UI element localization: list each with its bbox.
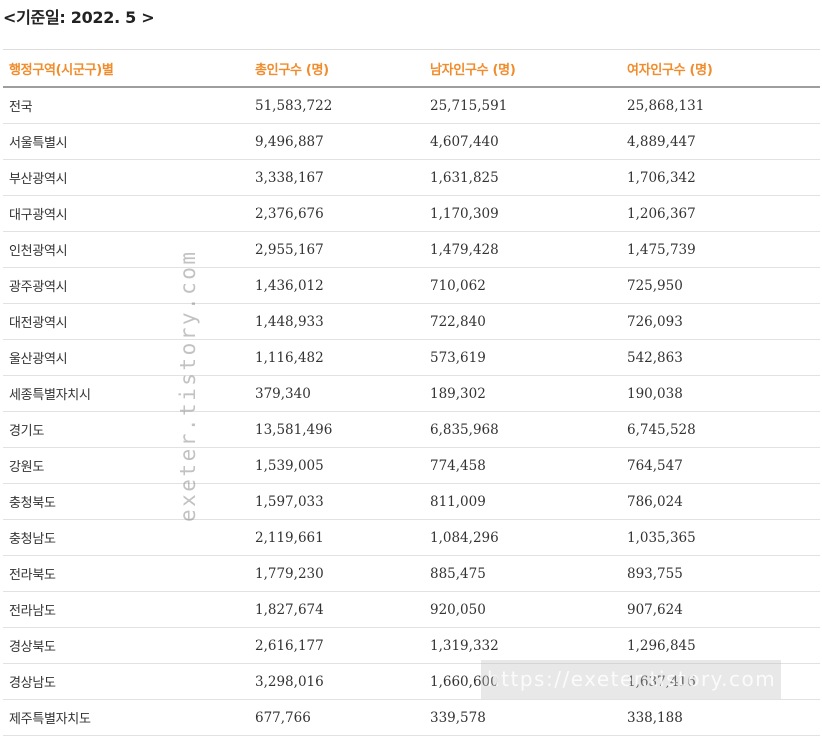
cell-male-population: 1,170,309 — [424, 195, 621, 232]
cell-region: 대구광역시 — [3, 195, 249, 232]
cell-female-population: 338,188 — [621, 699, 820, 736]
cell-female-population: 1,706,342 — [621, 159, 820, 196]
cell-total-population: 2,119,661 — [249, 519, 424, 556]
cell-male-population: 710,062 — [424, 267, 621, 304]
cell-female-population: 893,755 — [621, 555, 820, 592]
cell-total-population: 9,496,887 — [249, 123, 424, 160]
table-row: 경상남도 3,298,016 1,660,600 1,637,416 — [3, 663, 820, 700]
cell-region: 인천광역시 — [3, 231, 249, 268]
cell-region: 전라북도 — [3, 555, 249, 592]
cell-total-population: 379,340 — [249, 375, 424, 412]
cell-region: 광주광역시 — [3, 267, 249, 304]
cell-total-population: 2,376,676 — [249, 195, 424, 232]
table-body: 전국 51,583,722 25,715,591 25,868,131 서울특별시 9,4… — [3, 87, 820, 736]
cell-female-population: 190,038 — [621, 375, 820, 412]
cell-female-population: 1,035,365 — [621, 519, 820, 556]
cell-region: 경기도 — [3, 411, 249, 448]
cell-female-population: 1,206,367 — [621, 195, 820, 232]
cell-female-population: 726,093 — [621, 303, 820, 340]
table-row: 대구광역시 2,376,676 1,170,309 1,206,367 — [3, 195, 820, 232]
table-row: 광주광역시 1,436,012 710,062 725,950 — [3, 267, 820, 304]
header-row: 행정구역(시군구)별 총인구수 (명) 남자인구수 (명) 여자인구수 (명) — [3, 49, 820, 88]
table-row: 강원도 1,539,005 774,458 764,547 — [3, 447, 820, 484]
cell-female-population: 4,889,447 — [621, 123, 820, 160]
cell-female-population: 907,624 — [621, 591, 820, 628]
cell-female-population: 786,024 — [621, 483, 820, 520]
table-row: 대전광역시 1,448,933 722,840 726,093 — [3, 303, 820, 340]
cell-total-population: 1,539,005 — [249, 447, 424, 484]
cell-total-population: 1,436,012 — [249, 267, 424, 304]
cell-total-population: 51,583,722 — [249, 87, 424, 124]
table-row: 울산광역시 1,116,482 573,619 542,863 — [3, 339, 820, 376]
cell-male-population: 25,715,591 — [424, 87, 621, 124]
cell-total-population: 1,779,230 — [249, 555, 424, 592]
table-row: 전라북도 1,779,230 885,475 893,755 — [3, 555, 820, 592]
table-row: 인천광역시 2,955,167 1,479,428 1,475,739 — [3, 231, 820, 268]
cell-male-population: 1,319,332 — [424, 627, 621, 664]
cell-male-population: 573,619 — [424, 339, 621, 376]
cell-male-population: 1,479,428 — [424, 231, 621, 268]
cell-region: 충청북도 — [3, 483, 249, 520]
cell-male-population: 920,050 — [424, 591, 621, 628]
cell-male-population: 1,631,825 — [424, 159, 621, 196]
header-male-population: 남자인구수 (명) — [424, 49, 621, 88]
table-header: 행정구역(시군구)별 총인구수 (명) 남자인구수 (명) 여자인구수 (명) — [3, 49, 820, 88]
cell-total-population: 3,298,016 — [249, 663, 424, 700]
cell-total-population: 13,581,496 — [249, 411, 424, 448]
cell-female-population: 1,475,739 — [621, 231, 820, 268]
table-row: 전국 51,583,722 25,715,591 25,868,131 — [3, 87, 820, 124]
cell-region: 강원도 — [3, 447, 249, 484]
cell-male-population: 4,607,440 — [424, 123, 621, 160]
cell-male-population: 189,302 — [424, 375, 621, 412]
cell-female-population: 25,868,131 — [621, 87, 820, 124]
population-table: 행정구역(시군구)별 총인구수 (명) 남자인구수 (명) 여자인구수 (명) … — [3, 49, 820, 736]
table-row: 경상북도 2,616,177 1,319,332 1,296,845 — [3, 627, 820, 664]
cell-total-population: 1,448,933 — [249, 303, 424, 340]
cell-male-population: 1,660,600 — [424, 663, 621, 700]
cell-total-population: 1,597,033 — [249, 483, 424, 520]
cell-total-population: 3,338,167 — [249, 159, 424, 196]
cell-male-population: 722,840 — [424, 303, 621, 340]
table-row: 충청남도 2,119,661 1,084,296 1,035,365 — [3, 519, 820, 556]
table-row: 전라남도 1,827,674 920,050 907,624 — [3, 591, 820, 628]
cell-total-population: 2,955,167 — [249, 231, 424, 268]
table-row: 부산광역시 3,338,167 1,631,825 1,706,342 — [3, 159, 820, 196]
cell-male-population: 6,835,968 — [424, 411, 621, 448]
cell-total-population: 677,766 — [249, 699, 424, 736]
header-total-population: 총인구수 (명) — [249, 49, 424, 88]
table-row: 경기도 13,581,496 6,835,968 6,745,528 — [3, 411, 820, 448]
header-region: 행정구역(시군구)별 — [3, 49, 249, 88]
cell-male-population: 1,084,296 — [424, 519, 621, 556]
cell-region: 세종특별자치시 — [3, 375, 249, 412]
header-female-population: 여자인구수 (명) — [621, 49, 820, 88]
cell-female-population: 1,296,845 — [621, 627, 820, 664]
cell-region: 충청남도 — [3, 519, 249, 556]
cell-region: 경상북도 — [3, 627, 249, 664]
cell-female-population: 6,745,528 — [621, 411, 820, 448]
cell-male-population: 811,009 — [424, 483, 621, 520]
reference-date-caption: <기준일: 2022. 5 > — [3, 8, 155, 27]
table-row: 제주특별자치도 677,766 339,578 338,188 — [3, 699, 820, 736]
table-row: 충청북도 1,597,033 811,009 786,024 — [3, 483, 820, 520]
cell-male-population: 339,578 — [424, 699, 621, 736]
cell-region: 전라남도 — [3, 591, 249, 628]
cell-region: 경상남도 — [3, 663, 249, 700]
cell-total-population: 2,616,177 — [249, 627, 424, 664]
cell-region: 제주특별자치도 — [3, 699, 249, 736]
table-row: 세종특별자치시 379,340 189,302 190,038 — [3, 375, 820, 412]
cell-region: 울산광역시 — [3, 339, 249, 376]
cell-region: 대전광역시 — [3, 303, 249, 340]
cell-total-population: 1,116,482 — [249, 339, 424, 376]
cell-region: 전국 — [3, 87, 249, 124]
cell-region: 서울특별시 — [3, 123, 249, 160]
cell-male-population: 885,475 — [424, 555, 621, 592]
table-row: 서울특별시 9,496,887 4,607,440 4,889,447 — [3, 123, 820, 160]
cell-female-population: 725,950 — [621, 267, 820, 304]
cell-total-population: 1,827,674 — [249, 591, 424, 628]
cell-female-population: 764,547 — [621, 447, 820, 484]
cell-region: 부산광역시 — [3, 159, 249, 196]
cell-female-population: 1,637,416 — [621, 663, 820, 700]
cell-female-population: 542,863 — [621, 339, 820, 376]
cell-male-population: 774,458 — [424, 447, 621, 484]
